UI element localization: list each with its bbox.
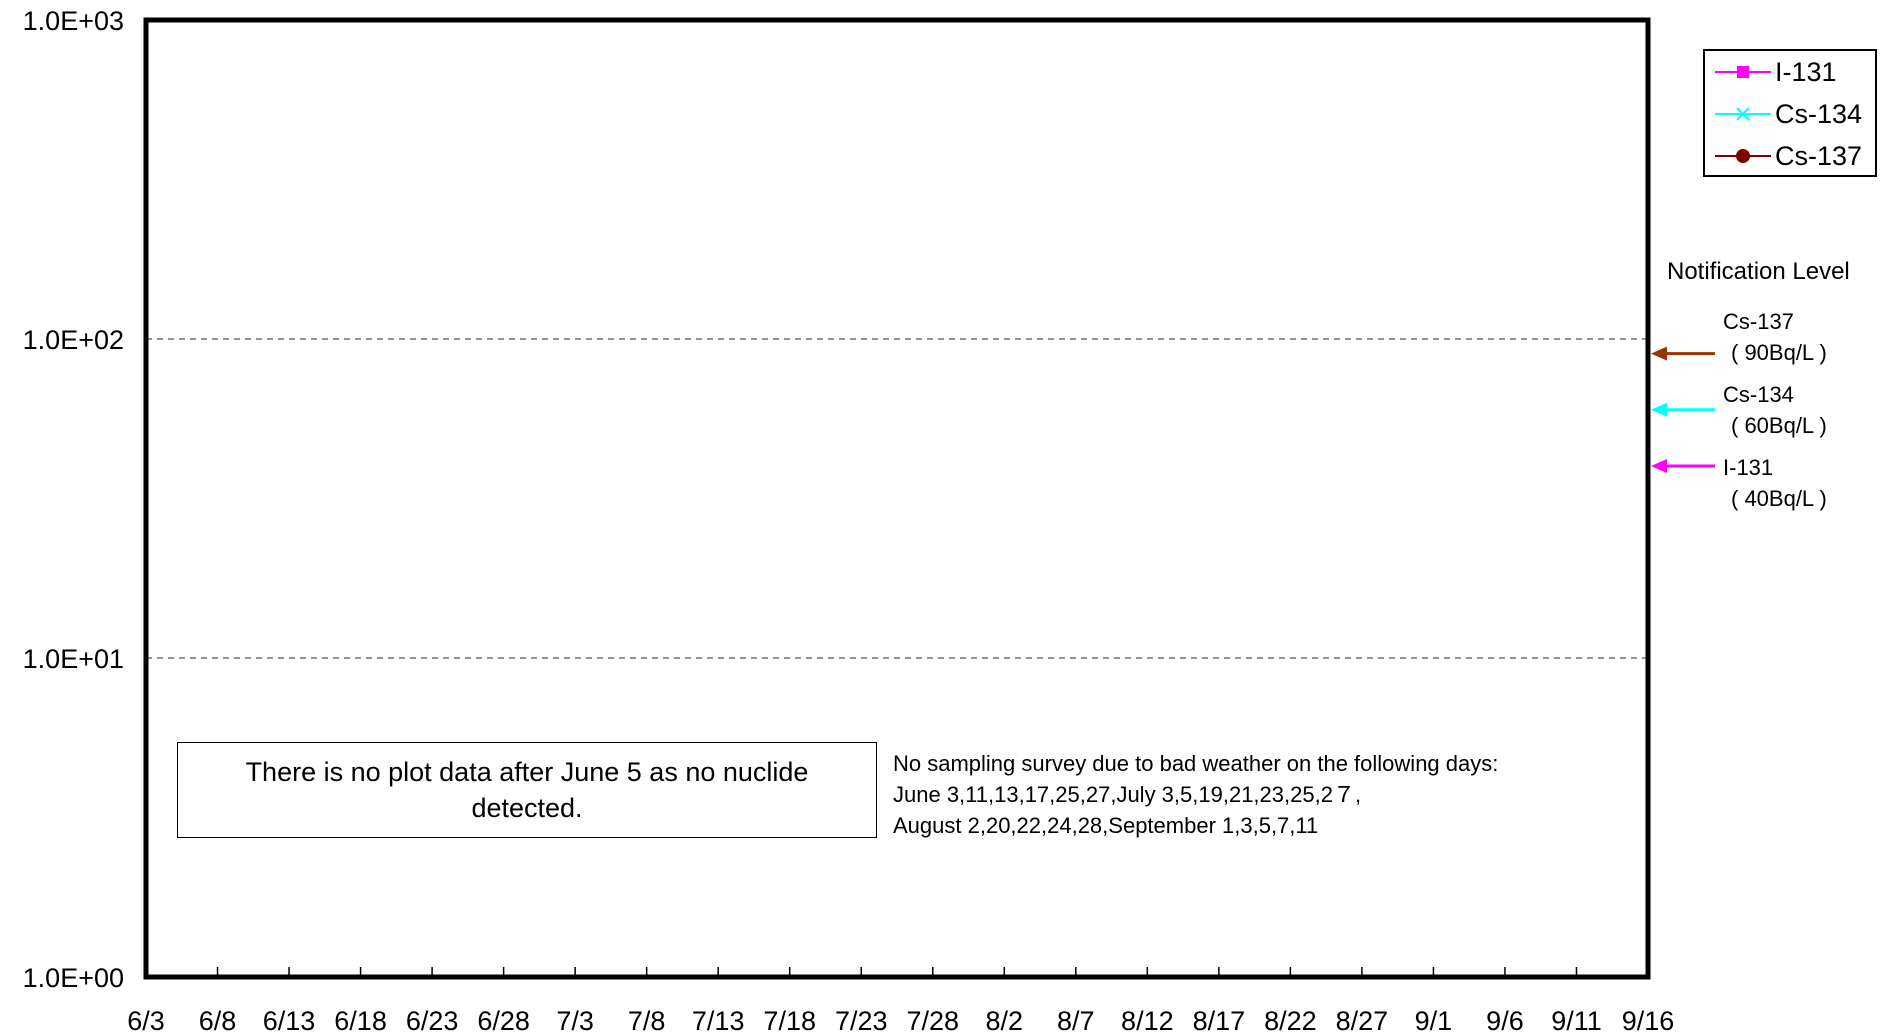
legend-item-i131: I-131 [1713, 57, 1837, 87]
legend: I-131 Cs-134 Cs-137 [1703, 49, 1877, 177]
x-tick-label: 9/11 [1551, 1006, 1602, 1034]
legend-item-cs137: Cs-137 [1713, 141, 1862, 171]
notification-value: ( 60Bq/L ) [1731, 413, 1827, 438]
notification-nuclide: Cs-137 [1723, 309, 1794, 334]
arrow-left-icon [1651, 346, 1715, 361]
circle-marker-icon [1715, 149, 1771, 163]
notification-value: ( 90Bq/L ) [1731, 340, 1827, 365]
x-tick-label: 9/16 [1622, 1006, 1675, 1034]
grid-lines [146, 338, 1648, 659]
legend-label: I-131 [1775, 56, 1837, 87]
notification-cs134: Cs-134 ( 60Bq/L ) [1723, 379, 1827, 441]
sampling-note-line-3: August 2,20,22,24,28,September 1,3,5,7,1… [893, 813, 1319, 838]
legend-label: Cs-134 [1775, 98, 1863, 129]
square-marker-icon [1715, 66, 1771, 78]
notification-value: ( 40Bq/L ) [1731, 486, 1827, 511]
x-tick-label: 6/28 [477, 1006, 530, 1034]
notification-cs137: Cs-137 ( 90Bq/L ) [1723, 306, 1827, 368]
x-tick-label: 8/17 [1193, 1006, 1246, 1034]
x-axis-ticks: 6/3 6/8 6/13 6/18 6/23 6/28 7/3 7/8 7/13 7/18 7/23… [127, 967, 1674, 1034]
x-tick-label: 6/13 [263, 1006, 316, 1034]
x-tick-label: 7/3 [556, 1006, 594, 1034]
y-tick-label: 1.0E+03 [23, 6, 124, 36]
y-tick-label: 1.0E+01 [23, 644, 124, 674]
x-tick-label: 6/23 [406, 1006, 459, 1034]
x-tick-label: 7/13 [692, 1006, 745, 1034]
x-tick-label: 6/8 [199, 1006, 237, 1034]
no-data-note: There is no plot data after June 5 as no… [177, 742, 877, 838]
y-tick-label: 1.0E+00 [23, 963, 124, 993]
x-tick-label: 8/27 [1336, 1006, 1389, 1034]
x-marker-icon [1715, 107, 1771, 121]
x-tick-label: 6/18 [334, 1006, 387, 1034]
y-axis-ticks: 1.0E+00 1.0E+01 1.0E+02 1.0E+03 [23, 6, 124, 993]
x-tick-label: 7/18 [763, 1006, 816, 1034]
legend-label: Cs-137 [1775, 140, 1863, 171]
notification-nuclide: I-131 [1723, 455, 1774, 480]
notification-level-title: Notification Level [1667, 258, 1850, 285]
plot-area [143, 17, 1651, 980]
x-tick-label: 8/7 [1057, 1006, 1095, 1034]
x-tick-label: 9/1 [1415, 1006, 1453, 1034]
arrow-left-icon [1651, 458, 1715, 473]
x-tick-label: 7/8 [628, 1006, 666, 1034]
notification-arrows [1651, 346, 1715, 473]
x-tick-label: 9/6 [1486, 1006, 1524, 1034]
x-tick-label: 7/23 [835, 1006, 888, 1034]
x-tick-label: 6/3 [127, 1006, 165, 1034]
sampling-note-line-1: No sampling survey due to bad weather on… [893, 751, 1499, 776]
notification-i131: I-131 ( 40Bq/L ) [1723, 452, 1827, 514]
x-tick-label: 8/22 [1264, 1006, 1317, 1034]
x-tick-label: 7/28 [906, 1006, 959, 1034]
x-tick-label: 8/12 [1121, 1006, 1174, 1034]
arrow-left-icon [1651, 402, 1715, 417]
x-tick-label: 8/2 [986, 1006, 1024, 1034]
notification-nuclide: Cs-134 [1723, 382, 1794, 407]
y-tick-label: 1.0E+02 [23, 325, 124, 355]
legend-item-cs134: Cs-134 [1713, 99, 1862, 129]
sampling-note: No sampling survey due to bad weather on… [893, 748, 1498, 841]
sampling-note-line-2: June 3,11,13,17,25,27,July 3,5,19,21,23,… [893, 782, 1362, 807]
